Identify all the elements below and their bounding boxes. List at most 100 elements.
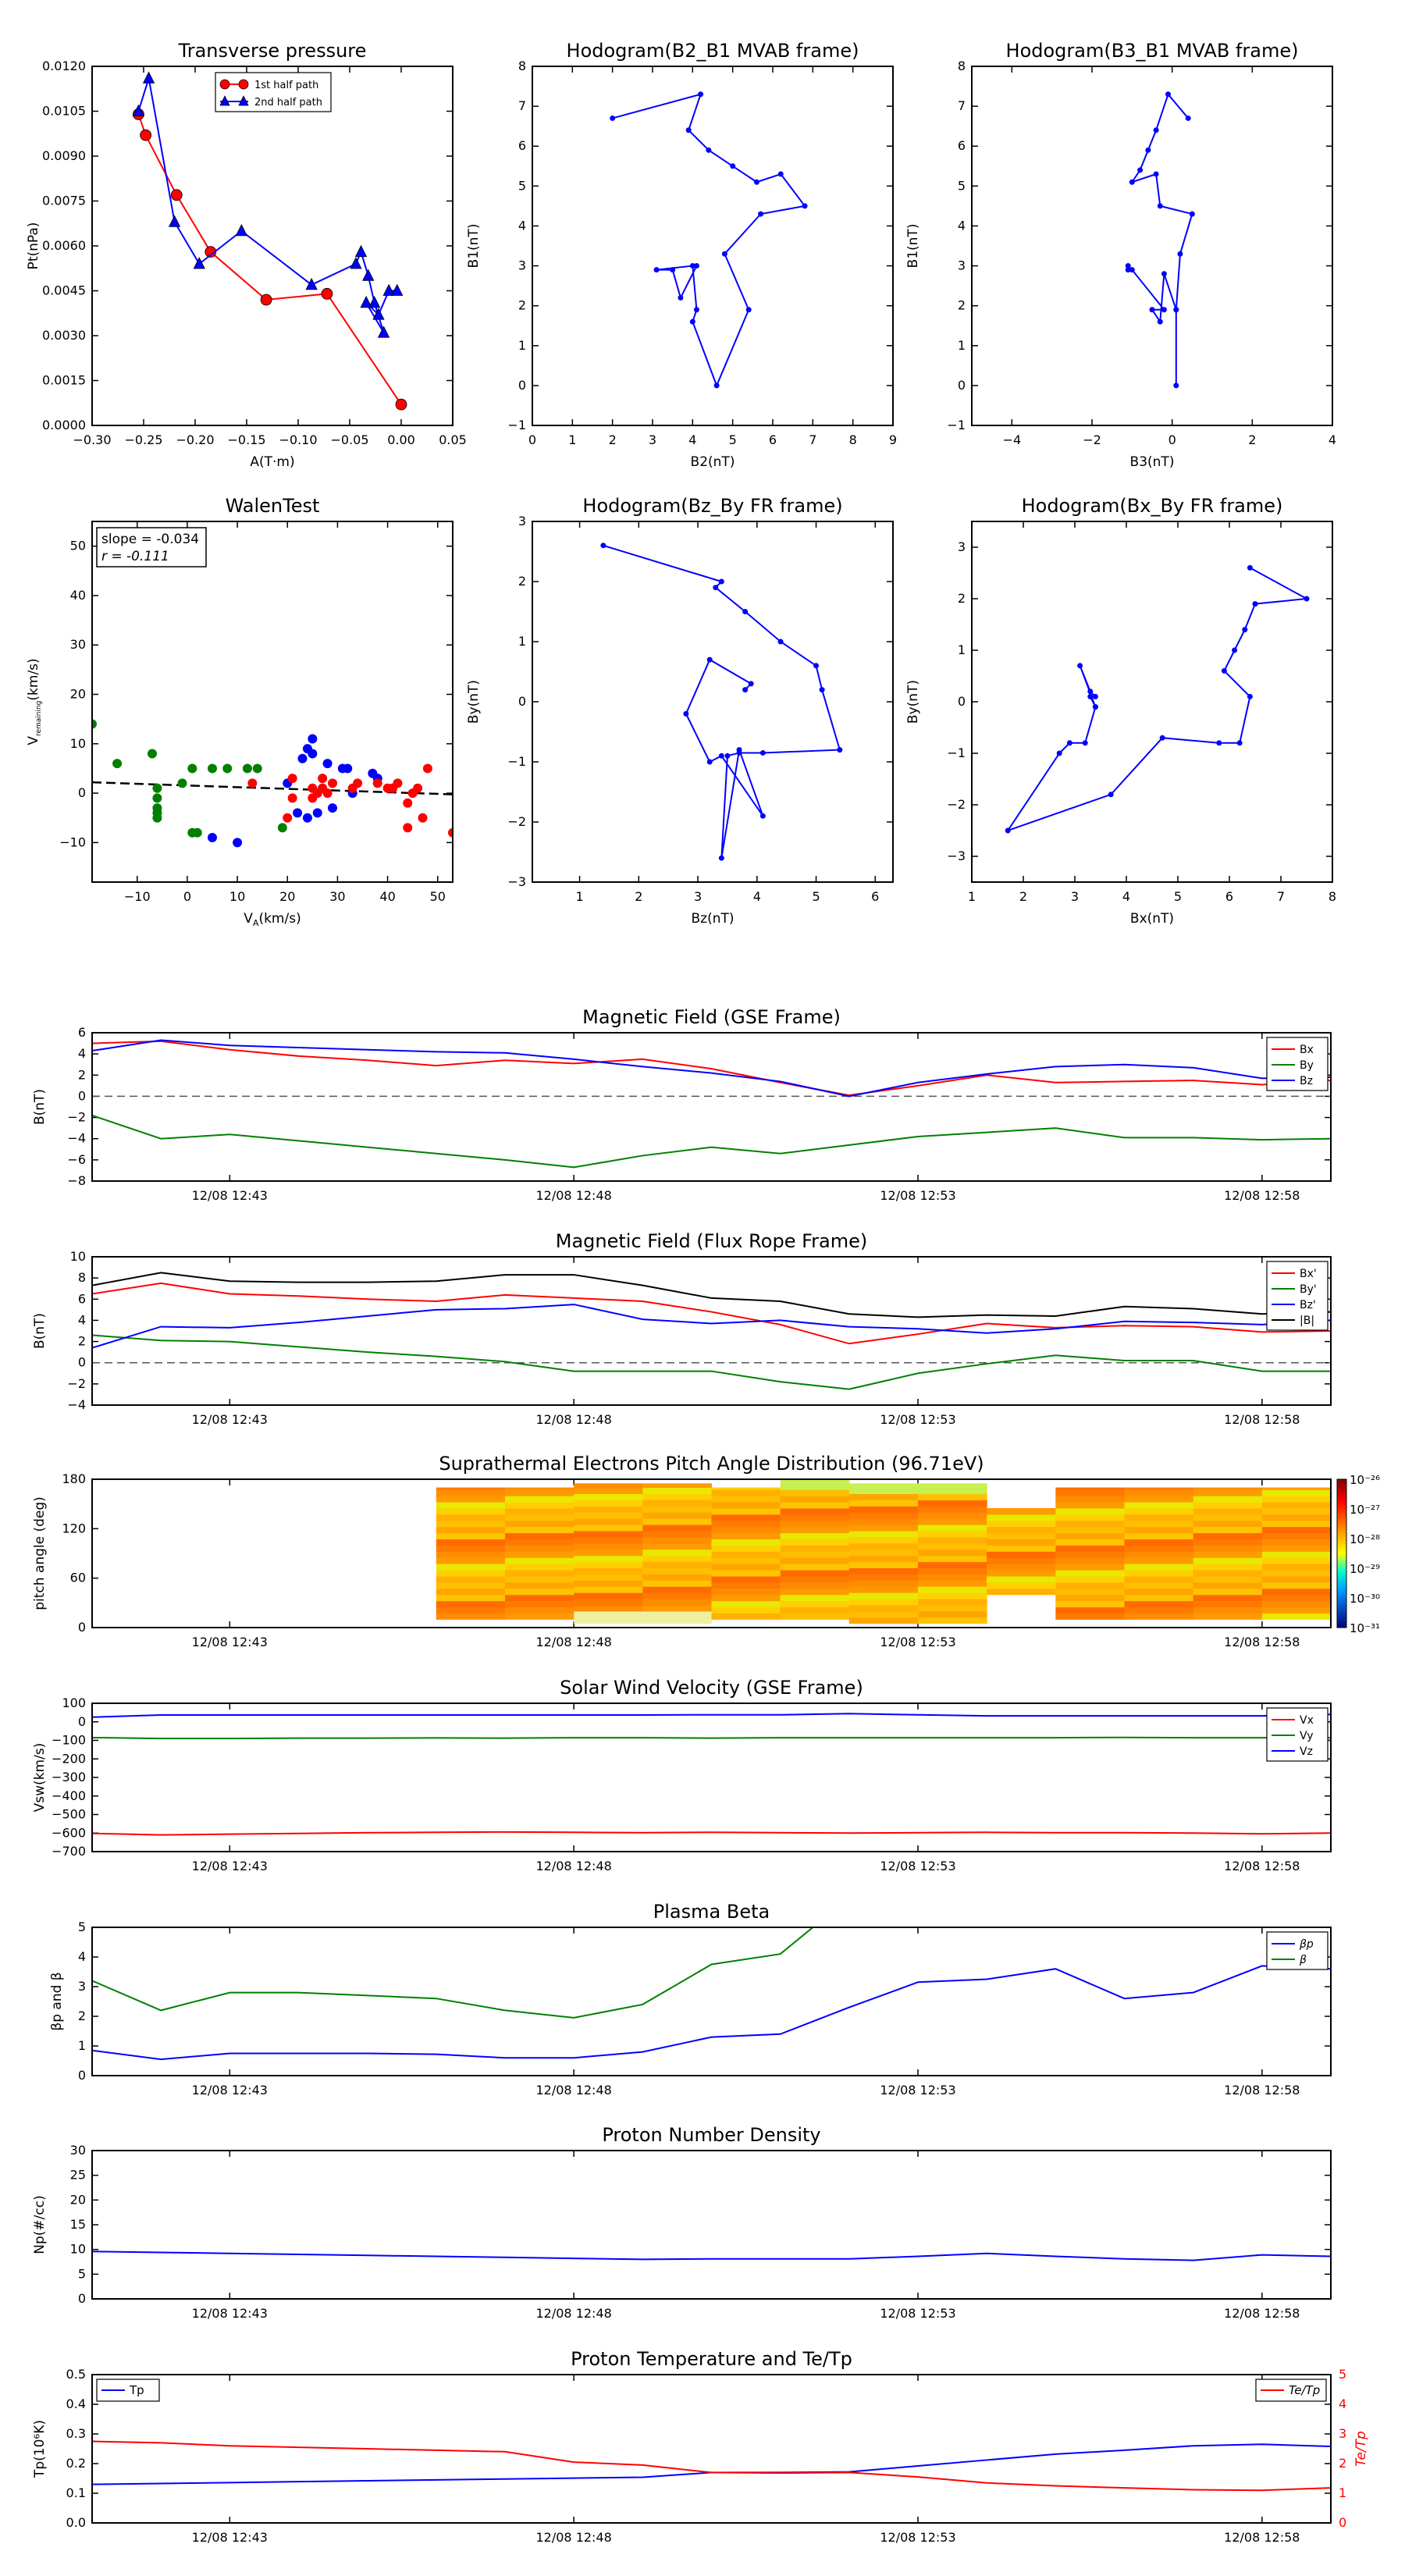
heatmap-cell: [1193, 1520, 1263, 1528]
heatmap-cell: [1055, 1545, 1125, 1552]
data-point: [208, 763, 217, 774]
data-point: [742, 609, 749, 614]
data-point: [368, 295, 381, 308]
heatmap-cell: [780, 1479, 850, 1484]
heatmap-cell: [642, 1525, 712, 1532]
y-tick-label: 3: [78, 1979, 86, 1994]
data-point: [1087, 688, 1094, 695]
legend-label: |B|: [1300, 1315, 1314, 1327]
y-tick-label: −2: [507, 814, 526, 829]
data-point: [1242, 627, 1248, 633]
y-tick-label: −4: [67, 1131, 86, 1146]
heatmap-cell: [642, 1483, 712, 1489]
data-point: [685, 127, 692, 133]
x-tick-label: 4: [1122, 889, 1130, 904]
data-point: [372, 308, 385, 320]
heatmap-cell: [1193, 1496, 1263, 1503]
heatmap-cell: [780, 1588, 850, 1596]
x-tick-label: 0: [528, 432, 536, 447]
data-point: [706, 147, 712, 153]
heatmap-cell: [505, 1496, 574, 1503]
data-point: [140, 129, 152, 141]
axes-frame: [91, 521, 454, 883]
heatmap-cell: [780, 1613, 850, 1620]
x-axis-label: Bz(nT): [691, 911, 734, 927]
y-tick-label: 4: [78, 1312, 86, 1327]
heatmap-cell: [848, 1483, 919, 1489]
heatmap-cell: [780, 1502, 850, 1509]
data-point: [233, 838, 243, 848]
heatmap-cell: [918, 1604, 987, 1612]
heatmap-cell: [642, 1493, 712, 1500]
x-tick-label: 2: [635, 889, 642, 904]
y-tick-label: 0.0: [66, 2515, 86, 2530]
y-tick-label: 3: [518, 514, 526, 528]
x-tick-label: 12/08 12:53: [880, 1188, 955, 1203]
heatmap-cell: [918, 1536, 987, 1544]
y-tick-label: 6: [958, 138, 966, 153]
heatmap-cell: [574, 1525, 643, 1532]
heatmap-cell: [1193, 1613, 1263, 1620]
chart-title: Hodogram(B3_B1 MVAB frame): [1006, 40, 1299, 62]
chart-hzy: Hodogram(Bz_By FR frame) 1 2 3 4 5 6 −3 −2 −1 0 1 2 3…: [466, 495, 894, 927]
data-point: [610, 115, 616, 121]
y-tick-label: −500: [52, 1807, 86, 1822]
heatmap-cell: [505, 1507, 574, 1515]
y-right-tick-label: 1: [1339, 2485, 1346, 2500]
heatmap-cell: [436, 1514, 506, 1521]
heatmap-cell: [1124, 1588, 1194, 1596]
data-point: [132, 104, 145, 116]
data-point: [305, 277, 318, 290]
series-line-Bx: [92, 1040, 1331, 1097]
heatmap-cell: [1055, 1582, 1125, 1589]
heatmap-cell: [505, 1582, 574, 1589]
heatmap-cell: [574, 1483, 643, 1489]
legend-label: By: [1300, 1059, 1314, 1072]
heatmap-cell: [642, 1586, 712, 1593]
data-point: [148, 749, 157, 759]
heatmap-cell: [1193, 1551, 1263, 1558]
data-point: [1129, 267, 1135, 273]
heatmap-cell: [436, 1545, 506, 1552]
data-point: [242, 763, 252, 774]
x-tick-label: 12/08 12:53: [880, 1412, 955, 1427]
data-point: [693, 263, 699, 269]
x-tick-label: 5: [1174, 889, 1182, 904]
y-tick-label: 50: [70, 539, 86, 553]
heatmap-cell: [1193, 1576, 1263, 1583]
heatmap-cell: [848, 1604, 919, 1612]
heatmap-cell: [918, 1555, 987, 1563]
heatmap-cell: [1124, 1496, 1194, 1503]
heatmap-cell: [1055, 1606, 1125, 1614]
x-tick-label: 50: [430, 889, 446, 904]
data-point: [152, 793, 162, 803]
x-tick-label: 12/08 12:48: [536, 2306, 612, 2321]
heatmap-cell: [642, 1617, 712, 1624]
heatmap-cell: [436, 1489, 506, 1496]
data-point: [1157, 203, 1163, 209]
heatmap-cell: [711, 1496, 781, 1503]
x-tick-label: 0: [183, 889, 191, 904]
x-tick-label: 5: [812, 889, 820, 904]
heatmap-cell: [780, 1551, 850, 1558]
x-tick-label: 1: [968, 889, 976, 904]
data-point: [718, 855, 724, 861]
y-tick-label: 0.0030: [42, 328, 86, 343]
data-point: [1153, 171, 1159, 177]
y-tick-label: 2: [518, 574, 526, 589]
heatmap-cell: [1124, 1532, 1194, 1540]
data-point: [1082, 740, 1088, 746]
heatmap-cell: [642, 1592, 712, 1599]
heatmap-cell: [1124, 1507, 1194, 1515]
y-tick-label: 15: [70, 2217, 86, 2232]
heatmap-cell: [1124, 1564, 1194, 1571]
data-point: [1087, 693, 1094, 699]
heatmap-cell: [987, 1576, 1056, 1583]
legend-label: By': [1300, 1283, 1317, 1296]
y-axis-label: B1(nT): [905, 224, 921, 269]
plot-area: [92, 1272, 1331, 1390]
plot-area: [92, 1713, 1331, 1836]
y-tick-label: 0: [518, 378, 526, 393]
heatmap-cell: [780, 1557, 850, 1564]
chart-np: Proton Number Density 12/08 12:43 12/08 12…: [32, 2124, 1332, 2321]
